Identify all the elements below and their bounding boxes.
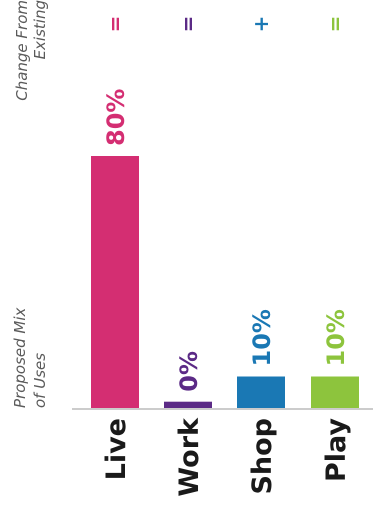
chart-marks: 80% Live = 0% Work = 10% Shop +10% Play = (91, 16, 359, 497)
change-symbol-play: = (323, 16, 347, 33)
bar-shop (237, 376, 285, 408)
bar-work (164, 401, 212, 408)
change-symbol-shop: + (249, 16, 273, 33)
value-label-live: 80% (102, 89, 130, 146)
category-label-shop: Shop (247, 418, 278, 495)
change-symbol-live: = (103, 16, 127, 33)
value-label-work: 0% (175, 351, 203, 392)
change-label-line-2: Existing (31, 0, 49, 59)
value-label-play: 10% (322, 309, 350, 366)
change-from-existing-label: Change From (13, 0, 31, 101)
y-axis-label-line-2: of Uses (31, 353, 49, 408)
value-label-shop: 10% (248, 309, 276, 366)
bar-play (311, 376, 359, 408)
y-axis-label-line-1: Proposed Mix (11, 307, 29, 408)
change-label-line-1: Change From (13, 0, 31, 101)
category-label-play: Play (321, 418, 352, 482)
change-from-existing-label-line-2: Existing (31, 0, 49, 59)
bar-live (91, 156, 139, 408)
category-label-work: Work (174, 417, 205, 497)
category-label-live: Live (101, 418, 132, 480)
change-symbol-work: = (176, 16, 200, 33)
